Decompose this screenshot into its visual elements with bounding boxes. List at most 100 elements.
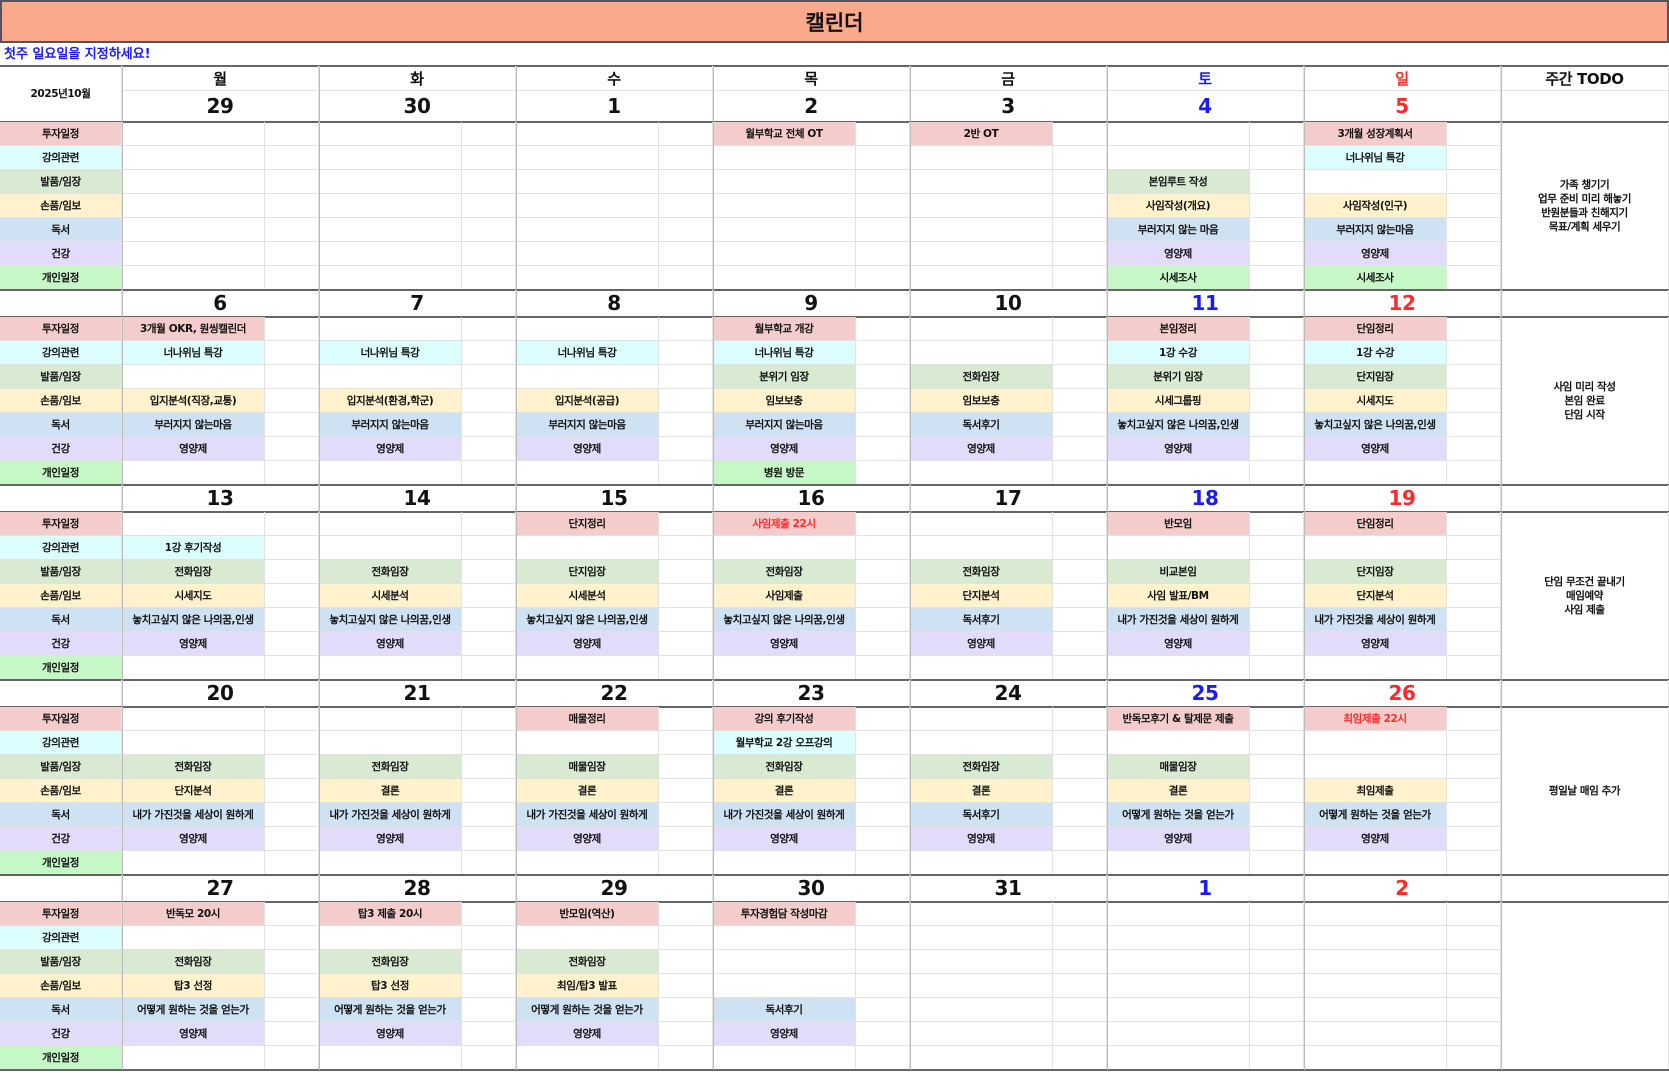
spare-cell[interactable] (462, 755, 516, 779)
spare-cell[interactable] (856, 827, 910, 851)
spare-cell[interactable] (462, 1022, 516, 1046)
spare-cell[interactable] (1250, 803, 1304, 827)
schedule-entry[interactable]: 전화임장 (910, 755, 1053, 779)
schedule-entry[interactable]: 영양제 (713, 1022, 856, 1046)
schedule-entry[interactable]: 분위기 임장 (713, 365, 856, 389)
schedule-entry[interactable] (1304, 851, 1447, 875)
spare-cell[interactable] (462, 512, 516, 536)
spare-cell[interactable] (1447, 242, 1501, 266)
schedule-entry[interactable] (910, 974, 1053, 998)
schedule-entry[interactable]: 전화임장 (910, 560, 1053, 584)
spare-cell[interactable] (856, 1022, 910, 1046)
date-number[interactable]: 26 (1304, 680, 1501, 707)
schedule-entry[interactable]: 전화임장 (319, 950, 462, 974)
schedule-entry[interactable] (1107, 974, 1250, 998)
spare-cell[interactable] (1053, 731, 1107, 755)
date-number[interactable]: 20 (122, 680, 319, 707)
spare-cell[interactable] (265, 656, 319, 680)
schedule-entry[interactable] (910, 731, 1053, 755)
spare-cell[interactable] (462, 170, 516, 194)
schedule-entry[interactable]: 전화임장 (122, 560, 265, 584)
spare-cell[interactable] (1053, 389, 1107, 413)
schedule-entry[interactable] (1304, 1022, 1447, 1046)
schedule-entry[interactable] (713, 536, 856, 560)
spare-cell[interactable] (659, 950, 713, 974)
spare-cell[interactable] (1447, 122, 1501, 146)
schedule-entry[interactable] (1304, 461, 1447, 485)
schedule-entry[interactable] (1107, 656, 1250, 680)
schedule-entry[interactable] (910, 266, 1053, 290)
spare-cell[interactable] (1053, 437, 1107, 461)
spare-cell[interactable] (659, 755, 713, 779)
date-number[interactable]: 12 (1304, 290, 1501, 317)
spare-cell[interactable] (856, 365, 910, 389)
spare-cell[interactable] (265, 437, 319, 461)
schedule-entry[interactable]: 월부학교 개강 (713, 317, 856, 341)
spare-cell[interactable] (265, 632, 319, 656)
date-number[interactable]: 11 (1107, 290, 1304, 317)
schedule-entry[interactable]: 전화임장 (713, 560, 856, 584)
spare-cell[interactable] (1053, 194, 1107, 218)
schedule-entry[interactable]: 단지분석 (1304, 584, 1447, 608)
spare-cell[interactable] (659, 341, 713, 365)
spare-cell[interactable] (659, 242, 713, 266)
spare-cell[interactable] (856, 731, 910, 755)
spare-cell[interactable] (462, 1046, 516, 1070)
schedule-entry[interactable] (516, 218, 659, 242)
spare-cell[interactable] (265, 998, 319, 1022)
schedule-entry[interactable] (713, 170, 856, 194)
spare-cell[interactable] (1053, 536, 1107, 560)
spare-cell[interactable] (1053, 461, 1107, 485)
schedule-entry[interactable]: 투자경험담 작성마감 (713, 902, 856, 926)
date-number[interactable]: 30 (713, 875, 910, 902)
spare-cell[interactable] (659, 779, 713, 803)
schedule-entry[interactable] (122, 242, 265, 266)
schedule-entry[interactable] (1304, 170, 1447, 194)
schedule-entry[interactable]: 반모임(역산) (516, 902, 659, 926)
spare-cell[interactable] (265, 194, 319, 218)
spare-cell[interactable] (1447, 194, 1501, 218)
schedule-entry[interactable]: 탑3 선정 (319, 974, 462, 998)
schedule-entry[interactable]: 본임루트 작성 (1107, 170, 1250, 194)
spare-cell[interactable] (1053, 608, 1107, 632)
schedule-entry[interactable]: 시세분석 (319, 584, 462, 608)
spare-cell[interactable] (856, 926, 910, 950)
spare-cell[interactable] (659, 170, 713, 194)
schedule-entry[interactable] (319, 461, 462, 485)
schedule-entry[interactable]: 내가 가진것을 세상이 원하게 (516, 803, 659, 827)
schedule-entry[interactable]: 사임제출 (713, 584, 856, 608)
schedule-entry[interactable] (1107, 902, 1250, 926)
schedule-entry[interactable] (319, 656, 462, 680)
spare-cell[interactable] (265, 707, 319, 731)
spare-cell[interactable] (462, 803, 516, 827)
spare-cell[interactable] (1447, 950, 1501, 974)
schedule-entry[interactable]: 전화임장 (122, 950, 265, 974)
spare-cell[interactable] (856, 608, 910, 632)
schedule-entry[interactable]: 반모임 (1107, 512, 1250, 536)
schedule-entry[interactable]: 입지분석(환경,학군) (319, 389, 462, 413)
schedule-entry[interactable] (122, 656, 265, 680)
schedule-entry[interactable] (910, 998, 1053, 1022)
schedule-entry[interactable]: 부러지지 않는 마음 (1107, 218, 1250, 242)
spare-cell[interactable] (1447, 341, 1501, 365)
schedule-entry[interactable] (910, 536, 1053, 560)
schedule-entry[interactable] (319, 707, 462, 731)
schedule-entry[interactable]: 단지분석 (122, 779, 265, 803)
date-number[interactable]: 1 (1107, 875, 1304, 902)
spare-cell[interactable] (265, 512, 319, 536)
spare-cell[interactable] (659, 266, 713, 290)
schedule-entry[interactable]: 1강 후기작성 (122, 536, 265, 560)
spare-cell[interactable] (1053, 707, 1107, 731)
spare-cell[interactable] (1250, 1022, 1304, 1046)
schedule-entry[interactable] (1107, 998, 1250, 1022)
schedule-entry[interactable] (1304, 1046, 1447, 1070)
spare-cell[interactable] (1250, 413, 1304, 437)
spare-cell[interactable] (462, 608, 516, 632)
spare-cell[interactable] (659, 437, 713, 461)
spare-cell[interactable] (1250, 218, 1304, 242)
schedule-entry[interactable] (516, 194, 659, 218)
schedule-entry[interactable] (713, 194, 856, 218)
schedule-entry[interactable]: 매물임장 (516, 755, 659, 779)
schedule-entry[interactable]: 어떻게 원하는 것을 얻는가 (319, 998, 462, 1022)
spare-cell[interactable] (659, 731, 713, 755)
